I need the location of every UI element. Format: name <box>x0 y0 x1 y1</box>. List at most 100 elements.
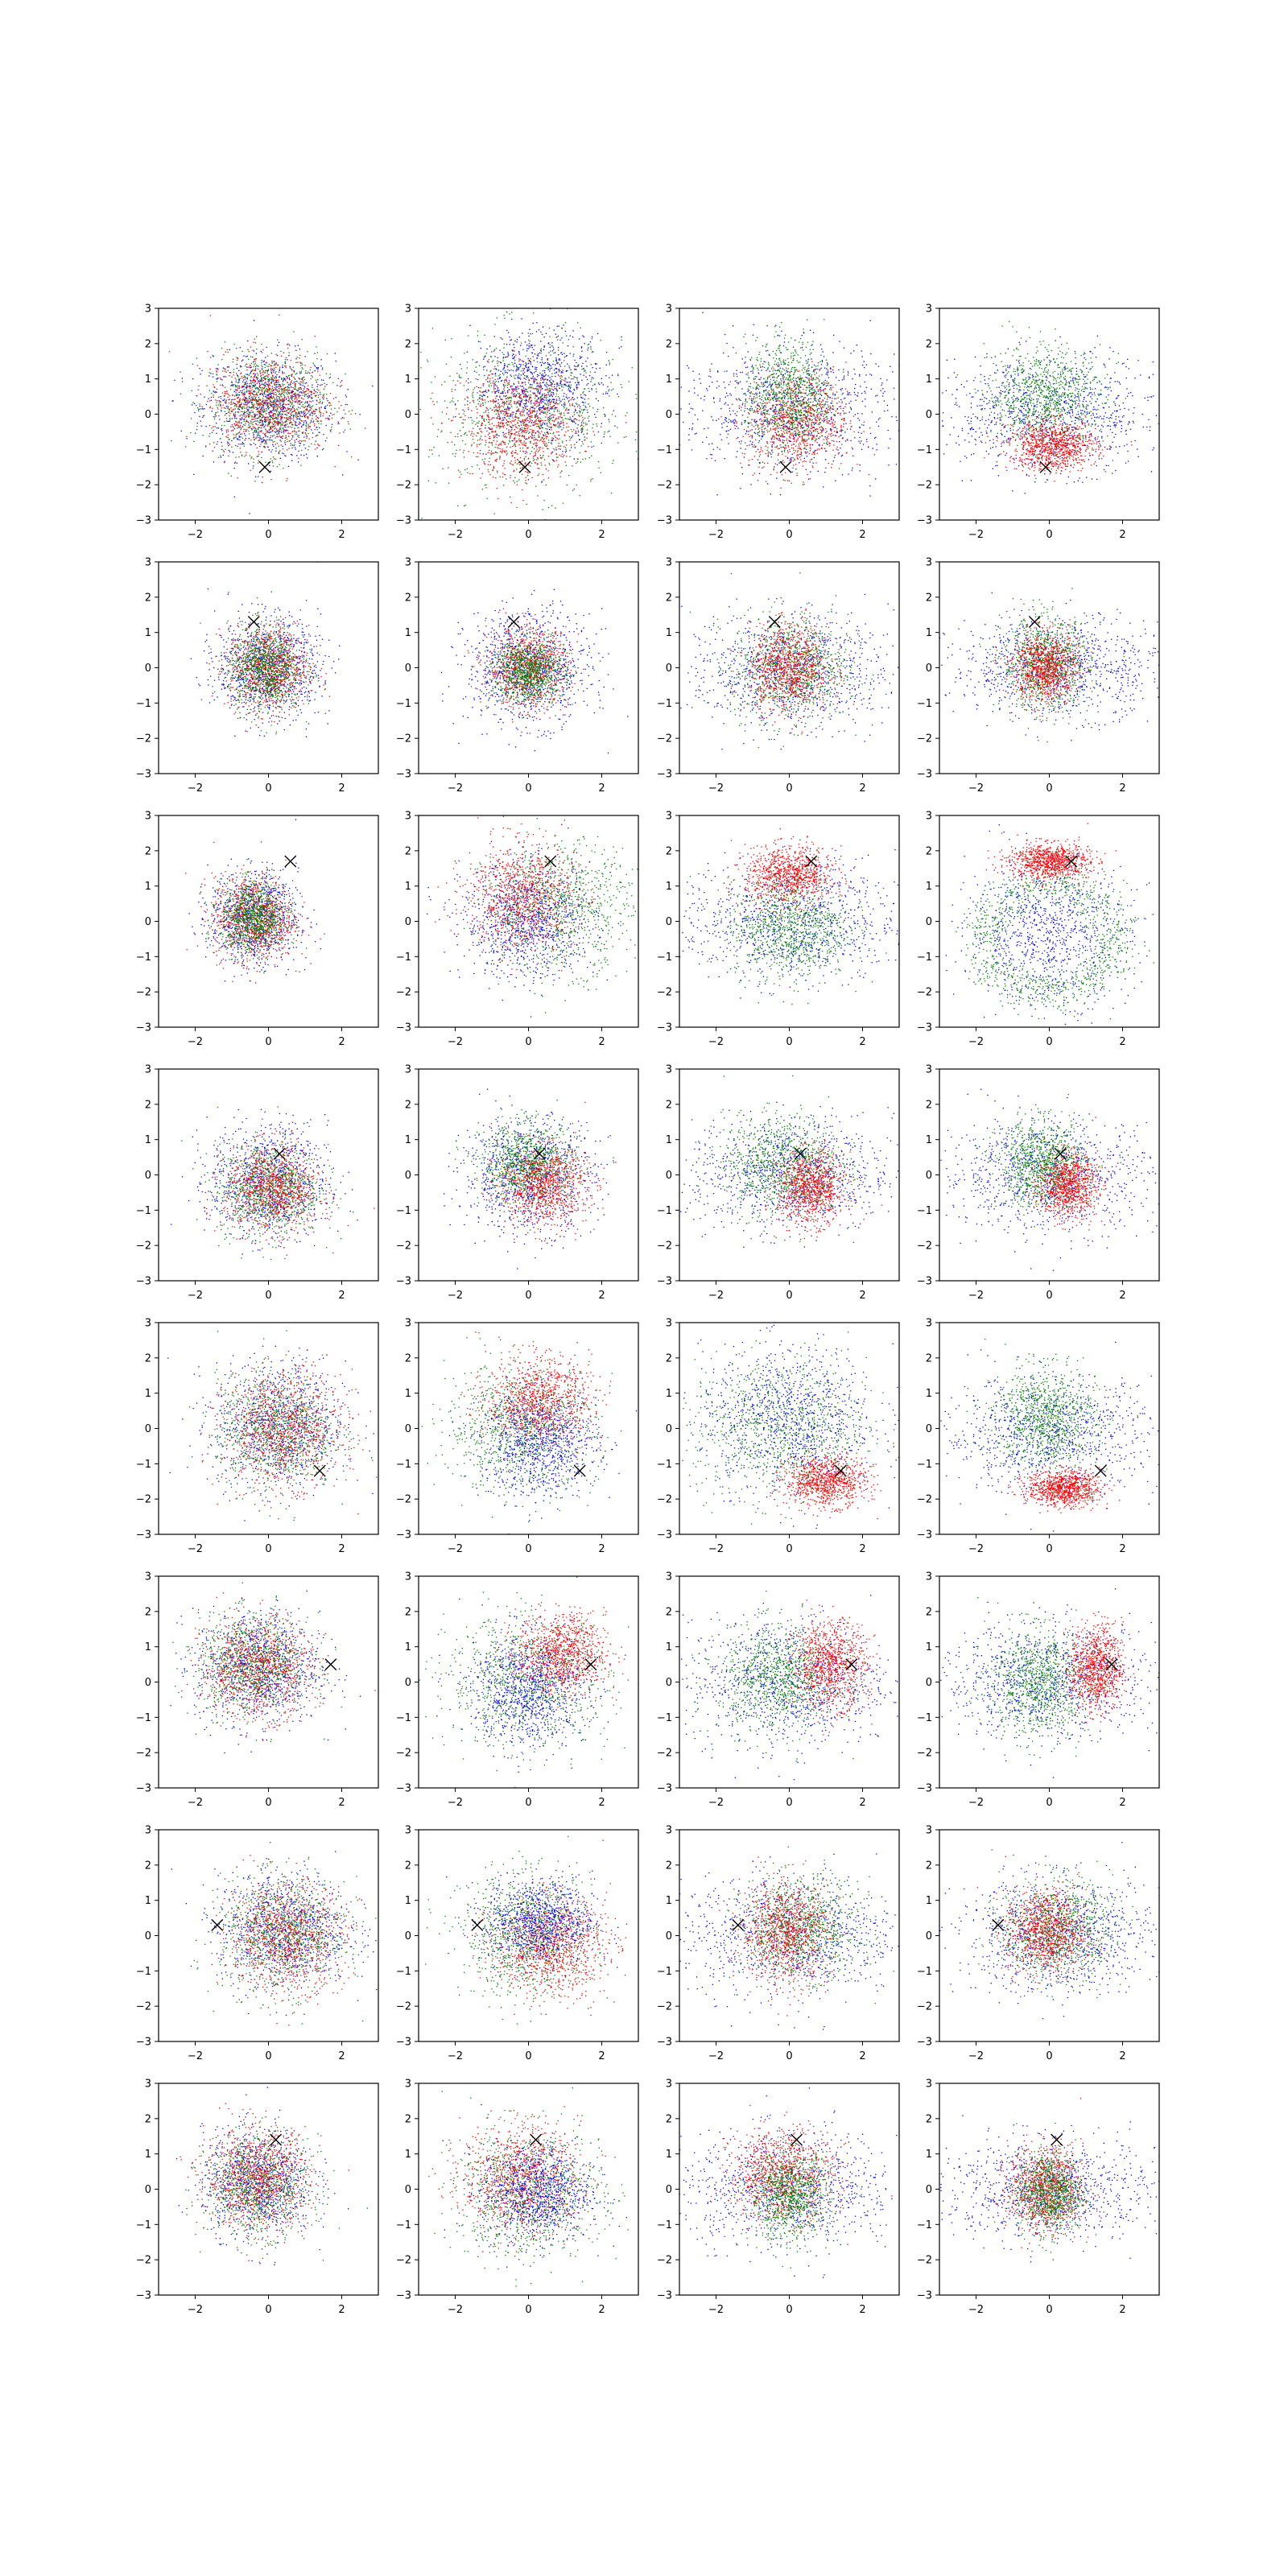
scatter-point <box>253 459 254 460</box>
scatter-point <box>464 419 465 420</box>
scatter-point <box>580 426 581 427</box>
scatter-point <box>316 410 317 411</box>
scatter-point <box>457 436 458 437</box>
scatter-point <box>260 376 261 377</box>
scatter-point <box>284 442 285 443</box>
scatter-point <box>237 382 238 383</box>
scatter-point <box>526 414 527 415</box>
scatter-point <box>348 421 349 422</box>
scatter-point <box>588 344 589 345</box>
scatter-point <box>542 370 543 371</box>
scatter-point <box>587 429 588 430</box>
scatter-point <box>533 458 534 459</box>
scatter-point <box>282 421 283 422</box>
scatter-point <box>285 380 286 381</box>
scatter-point <box>276 404 277 405</box>
scatter-point <box>599 384 600 385</box>
scatter-point <box>277 380 278 381</box>
scatter-point <box>558 396 559 397</box>
scatter-point <box>512 451 513 452</box>
scatter-point <box>231 447 232 448</box>
scatter-point <box>299 378 300 379</box>
scatter-point <box>303 420 304 421</box>
scatter-point <box>536 402 537 403</box>
scatter-point <box>519 421 520 422</box>
scatter-point <box>276 434 277 435</box>
scatter-point <box>591 441 592 442</box>
scatter-point <box>299 407 300 408</box>
scatter-point <box>267 376 268 377</box>
scatter-point <box>211 400 212 401</box>
scatter-point <box>261 344 262 345</box>
scatter-point <box>526 452 527 453</box>
scatter-point <box>532 477 533 478</box>
scatter-point <box>232 418 233 419</box>
scatter-point <box>309 405 310 406</box>
scatter-point <box>479 428 480 429</box>
scatter-point <box>534 459 535 460</box>
scatter-point <box>625 436 626 437</box>
scatter-point <box>442 411 443 412</box>
scatter-point <box>553 417 554 418</box>
scatter-point <box>500 457 501 458</box>
scatter-point <box>308 427 309 428</box>
scatter-point <box>509 382 510 383</box>
scatter-point <box>275 459 276 460</box>
scatter-point <box>275 389 276 390</box>
scatter-point <box>526 504 527 505</box>
scatter-point <box>216 415 217 416</box>
scatter-point <box>249 375 250 376</box>
scatter-point <box>548 507 549 508</box>
scatter-point <box>263 380 264 381</box>
scatter-point <box>287 430 288 431</box>
scatter-point <box>268 412 269 413</box>
scatter-point <box>273 361 274 362</box>
scatter-point <box>259 404 260 405</box>
scatter-point <box>513 370 514 371</box>
scatter-point <box>543 479 544 480</box>
scatter-point <box>307 406 308 407</box>
scatter-point <box>333 398 334 399</box>
scatter-point <box>279 450 280 451</box>
scatter-point <box>469 325 470 326</box>
scatter-point <box>490 382 491 383</box>
scatter-point <box>260 414 261 415</box>
scatter-point <box>565 410 566 411</box>
scatter-point <box>494 390 495 391</box>
scatter-point <box>528 399 529 400</box>
scatter-point <box>565 322 566 323</box>
scatter-point <box>497 412 498 413</box>
scatter-point <box>253 432 254 433</box>
scatter-point <box>306 414 307 415</box>
scatter-point <box>225 352 226 353</box>
scatter-point <box>546 438 547 439</box>
scatter-point <box>504 425 505 426</box>
scatter-point <box>257 383 258 384</box>
scatter-point <box>278 418 279 419</box>
scatter-point <box>516 366 517 367</box>
scatter-point <box>503 435 504 436</box>
scatter-point <box>268 449 269 450</box>
scatter-point <box>484 421 485 422</box>
scatter-point <box>302 339 303 340</box>
scatter-point <box>255 444 256 445</box>
scatter-point <box>571 372 572 373</box>
scatter-point <box>244 386 245 387</box>
scatter-point <box>250 421 251 422</box>
scatter-point <box>525 426 526 427</box>
scatter-point <box>276 423 277 424</box>
scatter-point <box>225 402 226 403</box>
scatter-point <box>296 431 297 432</box>
scatter-point <box>548 417 549 418</box>
scatter-point <box>498 361 499 362</box>
scatter-point <box>531 430 532 431</box>
scatter-point <box>218 415 219 416</box>
scatter-point <box>277 421 278 422</box>
scatter-point <box>287 382 288 383</box>
scatter-point <box>304 386 305 387</box>
scatter-point <box>272 388 273 389</box>
scatter-point <box>562 376 563 377</box>
scatter-point <box>528 479 529 480</box>
scatter-point <box>562 384 563 385</box>
scatter-point <box>489 474 490 475</box>
